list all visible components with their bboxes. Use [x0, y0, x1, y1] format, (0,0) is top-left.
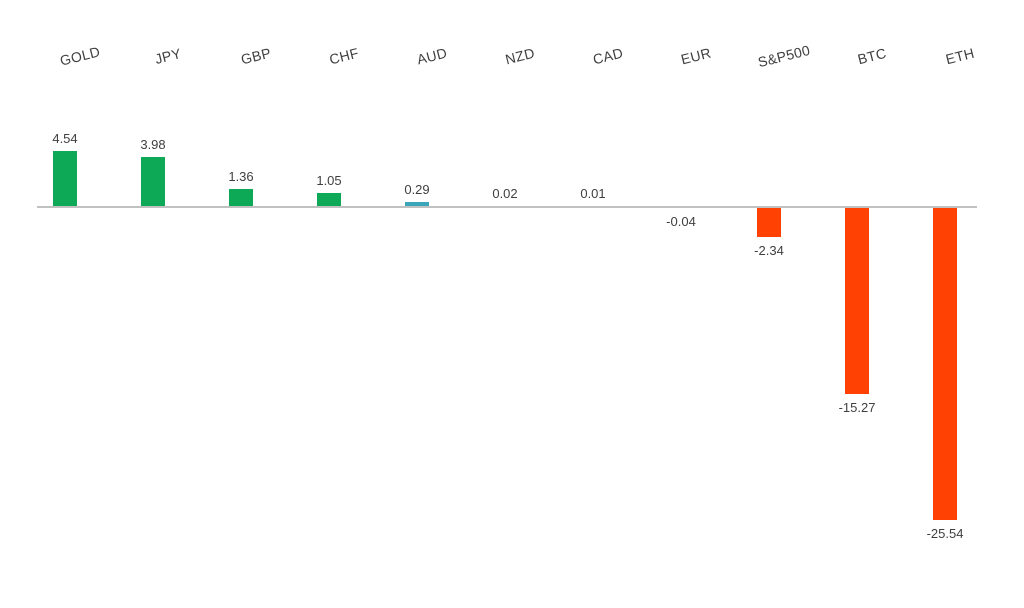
bar-group-eur: EUR -0.04 — [637, 0, 725, 608]
bar-group-eth: ETH -25.54 — [901, 0, 989, 608]
category-label: BTC — [856, 44, 888, 68]
bar-group-jpy: JPY 3.98 — [109, 0, 197, 608]
value-label: 3.98 — [140, 137, 166, 152]
category-label: CHF — [327, 44, 361, 68]
value-label: 4.54 — [52, 131, 78, 146]
axis-baseline — [37, 206, 977, 208]
value-label: -2.34 — [754, 243, 784, 258]
category-label: S&P500 — [756, 41, 812, 71]
category-label: EUR — [679, 44, 713, 68]
category-label: AUD — [415, 44, 449, 68]
bar — [933, 208, 957, 520]
bar — [845, 208, 869, 394]
category-label: JPY — [153, 45, 183, 67]
category-label: GBP — [239, 44, 273, 68]
bar-group-btc: BTC -15.27 — [813, 0, 901, 608]
bar-group-gold: GOLD 4.54 — [21, 0, 109, 608]
value-label: 0.02 — [492, 186, 518, 201]
bar — [141, 157, 165, 206]
value-label: 1.05 — [316, 173, 342, 188]
bar — [757, 208, 781, 237]
value-label: 0.29 — [404, 182, 430, 197]
bar — [405, 202, 429, 206]
category-label: GOLD — [58, 43, 102, 69]
bar-group-aud: AUD 0.29 — [373, 0, 461, 608]
bar — [317, 193, 341, 206]
category-label: CAD — [591, 44, 625, 68]
value-label: 0.01 — [580, 186, 606, 201]
value-label: -0.04 — [666, 214, 696, 229]
bar-group-chf: CHF 1.05 — [285, 0, 373, 608]
value-label: 1.36 — [228, 169, 254, 184]
bar-group-gbp: GBP 1.36 — [197, 0, 285, 608]
value-label: -15.27 — [838, 400, 876, 415]
value-label: -25.54 — [926, 526, 964, 541]
category-label: NZD — [503, 44, 537, 68]
bar-group-cad: CAD 0.01 — [549, 0, 637, 608]
bar-group-s-p500: S&P500 -2.34 — [725, 0, 813, 608]
bar-group-nzd: NZD 0.02 — [461, 0, 549, 608]
bar — [53, 151, 77, 206]
category-label: ETH — [944, 44, 976, 68]
bar — [229, 189, 253, 206]
